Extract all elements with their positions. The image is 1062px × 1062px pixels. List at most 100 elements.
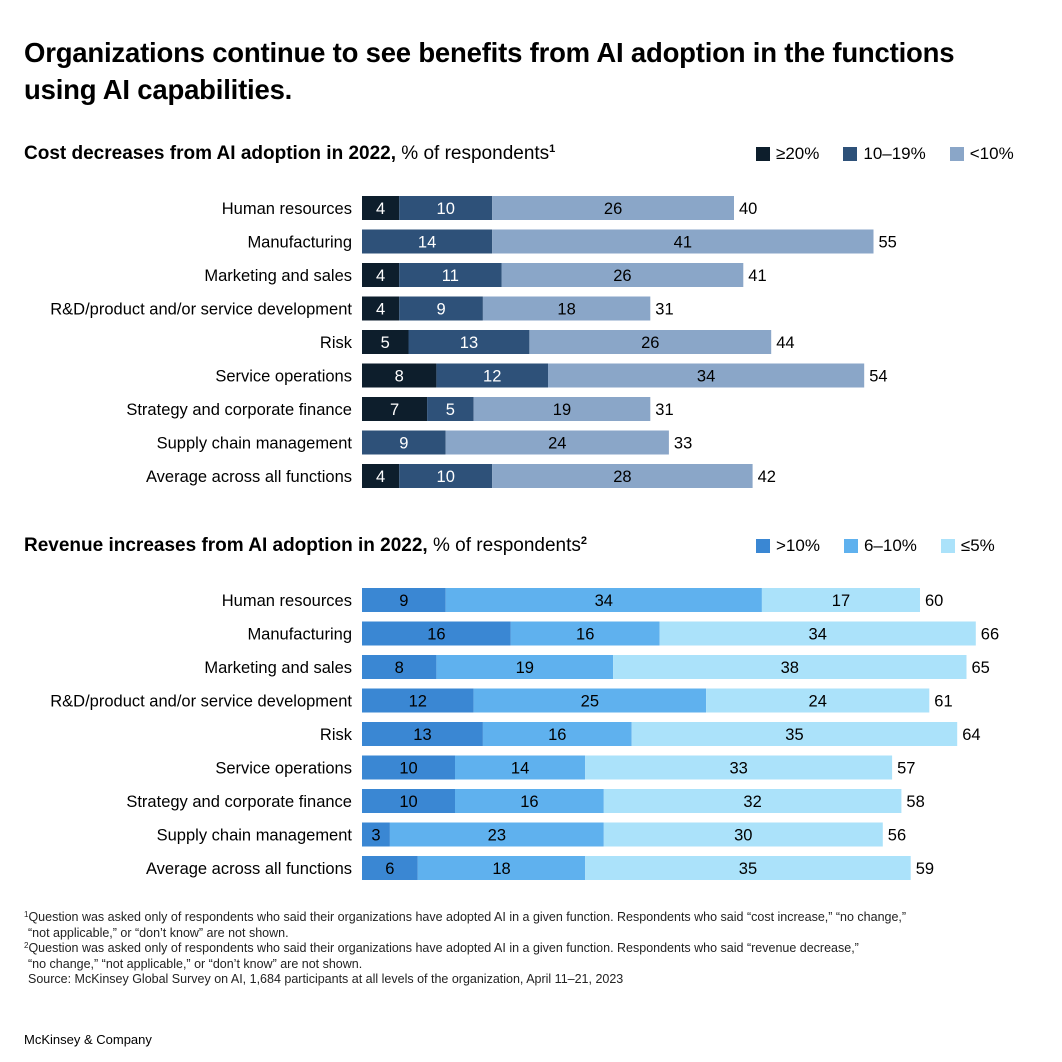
revenue-bar-r-d-product-and-or-service-development-series-1: [473, 688, 707, 713]
revenue-total-service-operations: 57: [897, 760, 915, 778]
revenue-bar-human-resources-series-2: [761, 588, 920, 612]
revenue-bar-r-d-product-and-or-service-development-series-2: [706, 688, 930, 713]
cost-total-marketing-and-sales: 41: [748, 267, 766, 285]
footnote-1: 1Question was asked only of respondents …: [24, 910, 1034, 941]
revenue-bar-marketing-and-sales-series-2: [613, 655, 967, 679]
cost-bar-value-marketing-and-sales-series-0: 4: [376, 267, 385, 285]
revenue-legend-item-le5: ≤5%: [940, 536, 995, 556]
revenue-total-marketing-and-sales: 65: [972, 659, 990, 677]
cost-legend-item-lt10: <10%: [949, 144, 1014, 164]
revenue-legend-label-gt10: >10%: [776, 536, 820, 555]
cost-bar-value-human-resources-series-0: 4: [376, 200, 385, 218]
cost-bar-value-risk-series-0: 5: [381, 334, 390, 352]
revenue-bar-service-operations-series-1: [455, 755, 586, 780]
revenue-bar-marketing-and-sales-series-0: [362, 655, 437, 679]
revenue-bar-value-strategy-and-corporate-finance-series-0: 10: [399, 793, 417, 811]
cost-legend-label-10-19: 10–19%: [863, 144, 926, 163]
cost-bar-value-average-across-all-functions-series-1: 10: [437, 468, 455, 486]
revenue-total-r-d-product-and-or-service-development: 61: [934, 693, 952, 711]
cost-total-supply-chain-management: 33: [674, 435, 692, 453]
cost-category-label-strategy-and-corporate-finance: Strategy and corporate finance: [126, 401, 352, 419]
revenue-bar-average-across-all-functions-series-0: [362, 856, 418, 880]
revenue-bar-value-risk-series-0: 13: [413, 726, 431, 744]
revenue-bar-value-human-resources-series-2: 17: [832, 592, 850, 610]
revenue-category-label-risk: Risk: [320, 726, 353, 744]
revenue-bar-value-marketing-and-sales-series-2: 38: [781, 659, 799, 677]
revenue-legend-swatch-6-10: [843, 539, 858, 553]
revenue-bar-strategy-and-corporate-finance-series-0: [362, 789, 455, 813]
revenue-bar-value-manufacturing-series-1: 16: [576, 626, 594, 644]
cost-bar-service-operations-series-0: [362, 363, 437, 388]
cost-bar-r-d-product-and-or-service-development-series-2: [482, 296, 651, 321]
cost-bar-manufacturing-series-1: [362, 229, 493, 254]
revenue-bar-average-across-all-functions-series-2: [585, 856, 911, 880]
cost-total-human-resources: 40: [739, 200, 757, 218]
cost-bar-value-r-d-product-and-or-service-development-series-1: 9: [436, 301, 445, 319]
cost-bar-value-risk-series-1: 13: [460, 334, 478, 352]
cost-bar-human-resources-series-2: [492, 196, 734, 220]
revenue-category-label-service-operations: Service operations: [215, 760, 352, 778]
revenue-bar-value-risk-series-2: 35: [785, 726, 803, 744]
cost-bar-value-strategy-and-corporate-finance-series-1: 5: [446, 401, 455, 419]
revenue-bar-supply-chain-management-series-0: [362, 822, 390, 847]
cost-bar-r-d-product-and-or-service-development-series-1: [399, 296, 483, 321]
cost-category-label-service-operations: Service operations: [215, 368, 352, 386]
cost-total-service-operations: 54: [869, 368, 887, 386]
revenue-chart-title-unit: % of respondents: [433, 535, 581, 556]
revenue-bar-manufacturing-series-0: [362, 621, 511, 646]
revenue-bar-supply-chain-management-series-1: [389, 822, 604, 847]
cost-legend: ≥20% 10–19% <10%: [756, 144, 1014, 164]
revenue-bar-human-resources-series-1: [445, 588, 762, 612]
cost-bar-value-manufacturing-series-1: 14: [418, 234, 436, 252]
source-note: Source: McKinsey Global Survey on AI, 1,…: [28, 972, 624, 986]
cost-bar-service-operations-series-2: [548, 363, 865, 388]
revenue-bar-risk-series-0: [362, 722, 483, 746]
cost-category-label-r-d-product-and-or-service-development: R&D/product and/or service development: [50, 301, 352, 319]
cost-bar-value-service-operations-series-0: 8: [395, 368, 404, 386]
footnote-2: 2Question was asked only of respondents …: [24, 941, 1034, 972]
revenue-category-label-average-across-all-functions: Average across all functions: [146, 860, 352, 878]
cost-chart-title-bold: Cost decreases from AI adoption in 2022,: [24, 143, 397, 164]
cost-legend-swatch-ge20: [756, 147, 770, 161]
revenue-bar-service-operations-series-0: [362, 755, 455, 780]
revenue-bar-strategy-and-corporate-finance-series-1: [455, 789, 604, 813]
revenue-category-label-r-d-product-and-or-service-development: R&D/product and/or service development: [50, 693, 352, 711]
cost-legend-swatch-lt10: [949, 147, 964, 161]
cost-bar-value-marketing-and-sales-series-2: 26: [613, 267, 631, 285]
revenue-bar-value-service-operations-series-2: 33: [729, 760, 747, 778]
revenue-legend-item-6-10: 6–10%: [843, 536, 917, 556]
brand-logo-text: McKinsey & Company: [24, 1032, 152, 1047]
cost-total-manufacturing: 55: [879, 234, 897, 252]
cost-category-label-risk: Risk: [320, 334, 353, 352]
cost-legend-swatch-10-19: [843, 147, 858, 161]
cost-bar-risk-series-0: [362, 330, 409, 354]
footnotes: 1Question was asked only of respondents …: [24, 910, 1034, 988]
cost-legend-label-ge20: ≥20%: [776, 144, 820, 163]
cost-bar-average-across-all-functions-series-0: [362, 464, 400, 488]
cost-category-label-marketing-and-sales: Marketing and sales: [204, 267, 352, 285]
revenue-category-label-marketing-and-sales: Marketing and sales: [204, 659, 352, 677]
cost-chart: Human resources 4 10 26 40 Manufacturing 14 41 5…: [50, 196, 897, 488]
footnote-2-line1: Question was asked only of respondents w…: [28, 941, 859, 955]
revenue-category-label-human-resources: Human resources: [222, 592, 352, 610]
revenue-legend-swatch-le5: [940, 539, 955, 553]
cost-bar-value-strategy-and-corporate-finance-series-0: 7: [390, 401, 399, 419]
revenue-chart-footnote-ref: 2: [580, 535, 587, 547]
cost-bar-value-human-resources-series-2: 26: [604, 200, 622, 218]
revenue-legend: >10% 6–10% ≤5%: [756, 536, 995, 556]
cost-category-label-human-resources: Human resources: [222, 200, 352, 218]
revenue-legend-label-le5: ≤5%: [960, 536, 995, 555]
revenue-chart-title: Revenue increases from AI adoption in 20…: [24, 534, 587, 558]
revenue-bar-value-human-resources-series-0: 9: [399, 592, 408, 610]
revenue-category-label-supply-chain-management: Supply chain management: [157, 827, 353, 845]
revenue-bar-risk-series-2: [631, 722, 958, 746]
revenue-legend-swatch-gt10: [756, 539, 770, 553]
revenue-bar-value-supply-chain-management-series-0: 3: [371, 827, 380, 845]
cost-bar-risk-series-1: [408, 330, 530, 354]
revenue-bar-value-supply-chain-management-series-2: 30: [734, 827, 752, 845]
cost-bar-strategy-and-corporate-finance-series-2: [473, 397, 651, 421]
cost-bar-value-r-d-product-and-or-service-development-series-2: 18: [557, 301, 575, 319]
footnote-1-line1: Question was asked only of respondents w…: [28, 910, 907, 924]
cost-chart-title-unit: % of respondents: [401, 143, 550, 164]
